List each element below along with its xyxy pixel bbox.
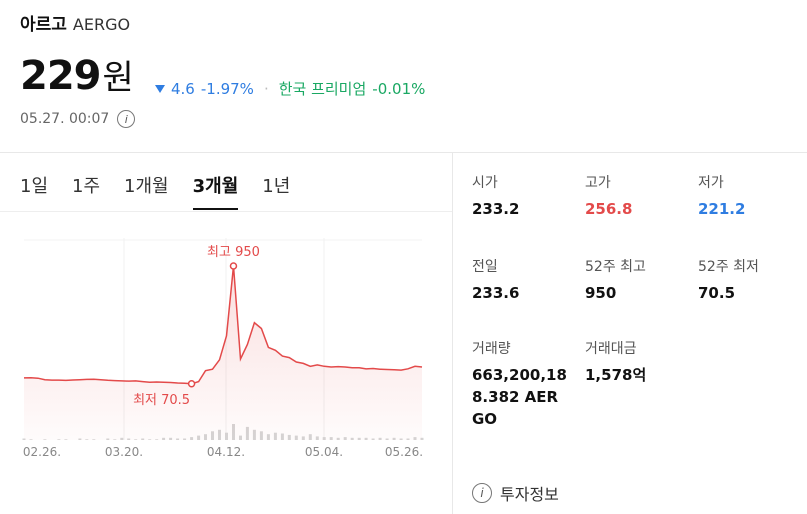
x-tick-label: 03.20. [105,445,143,459]
stat-amount-value: 1,578억 [585,366,647,384]
stat-low-label: 저가 [698,175,724,191]
change-pct: -1.97% [200,79,254,98]
premium-value: -0.01% [372,79,426,98]
stat-volume-value: 663,200,188.382 AERGO [472,366,567,428]
current-price: 229 원 [20,50,134,99]
price-line [23,265,423,385]
timestamp-row: 05.27. 00:07 i [20,110,136,128]
stat-open-label: 시가 [472,175,498,191]
stat-52w-high-value: 950 [585,284,617,302]
info-icon: i [472,483,492,503]
price-value: 229 [20,53,101,99]
invest-info-label: 투자정보 [500,485,559,504]
tab-1m[interactable]: 1개월 [124,176,169,197]
stat-prev-value: 233.6 [472,284,520,302]
stat-volume: 거래량 663,200,188.382 AERGO [472,338,567,430]
tab-1y[interactable]: 1년 [262,176,291,197]
stat-prev-label: 전일 [472,259,498,275]
premium-label: 한국 프리미엄 [278,80,367,98]
stat-volume-label: 거래량 [472,341,511,357]
x-tick-label: 02.26. [23,445,61,459]
separator-dot-icon: · [263,79,269,98]
min-label: 최저 70.5 [133,393,190,408]
timestamp: 05.27. 00:07 [20,111,110,127]
tab-3m[interactable]: 3개월 [192,172,239,210]
min-point-marker [187,380,196,388]
divider-vertical [452,152,453,514]
invest-info-link[interactable]: i 투자정보 [472,481,559,505]
change-abs: 4.6 [171,79,195,98]
stat-52w-high-label: 52주 최고 [585,259,646,275]
stat-52w-high: 52주 최고 950 [585,256,646,304]
stat-amount: 거래대금 1,578억 [585,338,646,386]
max-point-marker [229,262,238,270]
price-area [24,266,422,440]
tab-1w[interactable]: 1주 [72,176,101,197]
tab-divider [0,211,452,212]
coin-name: 아르고 [20,15,67,35]
coin-symbol: AERGO [72,15,131,34]
stat-prev: 전일 233.6 [472,256,519,304]
x-tick-label: 05.26. [385,445,423,459]
stat-high-value: 256.8 [585,200,633,218]
stat-52w-low-value: 70.5 [698,284,736,302]
down-triangle-icon [155,84,165,93]
x-tick-label: 05.04. [305,445,343,459]
coin-title: 아르고 AERGO [20,10,130,35]
stat-open: 시가 233.2 [472,172,519,220]
stat-low-value: 221.2 [698,200,746,218]
max-label: 최고 950 [207,245,260,260]
stat-high-label: 고가 [585,175,611,191]
stat-high: 고가 256.8 [585,172,632,220]
stat-low: 저가 221.2 [698,172,745,220]
stat-52w-low-label: 52주 최저 [698,259,759,275]
price-change: 4.6 -1.97% · 한국 프리미엄 -0.01% [155,78,425,99]
stat-open-value: 233.2 [472,200,520,218]
period-tabs: 1일 1주 1개월 3개월 1년 [20,172,314,210]
divider [0,152,807,153]
price-chart: 최고 950 최저 70.5 02.26. 03.20. 04.12. 05.04. 05… [22,238,424,459]
info-icon[interactable]: i [117,110,136,128]
tab-1d[interactable]: 1일 [20,176,49,197]
stat-amount-label: 거래대금 [585,341,637,357]
x-tick-label: 04.12. [207,445,245,459]
stat-52w-low: 52주 최저 70.5 [698,256,759,304]
price-unit: 원 [102,58,134,98]
